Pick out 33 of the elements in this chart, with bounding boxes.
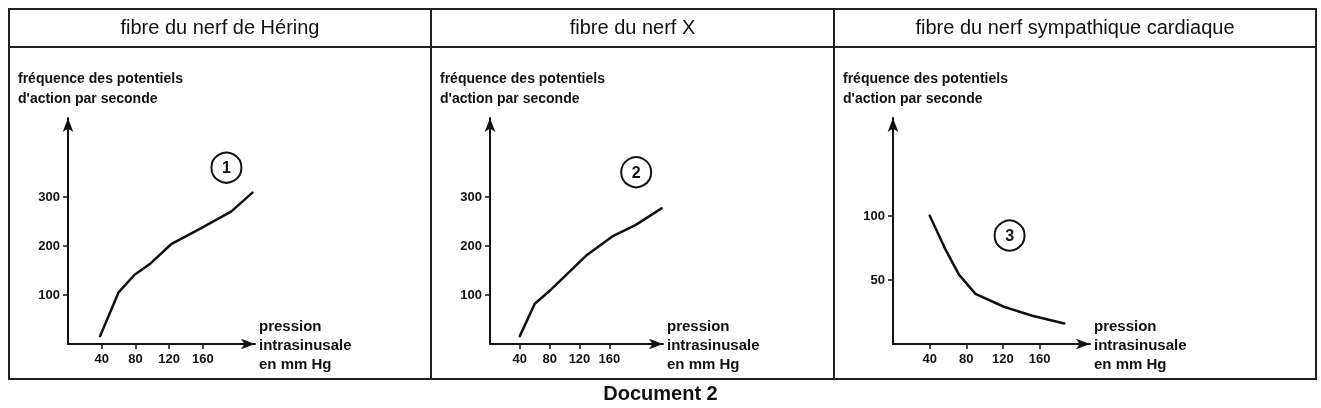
chart-title: fibre du nerf X bbox=[432, 10, 833, 48]
x-tick-label: 160 bbox=[191, 351, 214, 366]
annotation: 3 bbox=[1005, 227, 1015, 245]
chart-title: fibre du nerf sympathique cardiaque bbox=[835, 10, 1315, 48]
y-tick-label: 50 bbox=[870, 272, 885, 288]
x-axis-title: pression intrasinusale en mm Hg bbox=[259, 316, 352, 372]
x-tick-label: 80 bbox=[542, 351, 557, 366]
x-tick-label: 120 bbox=[568, 351, 591, 366]
y-tick-label: 200 bbox=[460, 238, 482, 254]
x-tick-label: 160 bbox=[1028, 351, 1051, 366]
annotation: 2 bbox=[631, 163, 641, 181]
x-axis-title: pression intrasinusale en mm Hg bbox=[1094, 316, 1187, 372]
x-tick-label: 40 bbox=[512, 351, 528, 366]
x-tick-label: 80 bbox=[959, 351, 974, 366]
y-tick-label: 200 bbox=[38, 238, 60, 254]
x-tick-label: 80 bbox=[128, 351, 143, 366]
y-tick-label: 300 bbox=[460, 189, 482, 205]
y-axis-title: fréquence des potentiels d'action par seconde bbox=[440, 70, 606, 106]
y-tick-label: 100 bbox=[460, 287, 482, 303]
text: Document 2 bbox=[602, 382, 719, 405]
annotation: 1 bbox=[221, 159, 231, 177]
x-axis-title: pression intrasinusale en mm Hg bbox=[667, 316, 760, 372]
y-axis-title: fréquence des potentiels d'action par seconde bbox=[18, 70, 184, 106]
y-tick-label: 100 bbox=[38, 287, 60, 303]
y-tick-label: 300 bbox=[38, 189, 60, 205]
x-tick-label: 160 bbox=[598, 351, 621, 366]
x-tick-label: 120 bbox=[992, 351, 1014, 366]
y-tick-label: 100 bbox=[863, 208, 885, 224]
chart-title: fibre du nerf de Héring bbox=[10, 10, 430, 48]
x-tick-label: 40 bbox=[922, 351, 937, 366]
x-tick-label: 120 bbox=[158, 351, 180, 366]
x-tick-label: 40 bbox=[94, 351, 109, 366]
y-axis-title: fréquence des potentiels d'action par seconde bbox=[843, 70, 1009, 106]
